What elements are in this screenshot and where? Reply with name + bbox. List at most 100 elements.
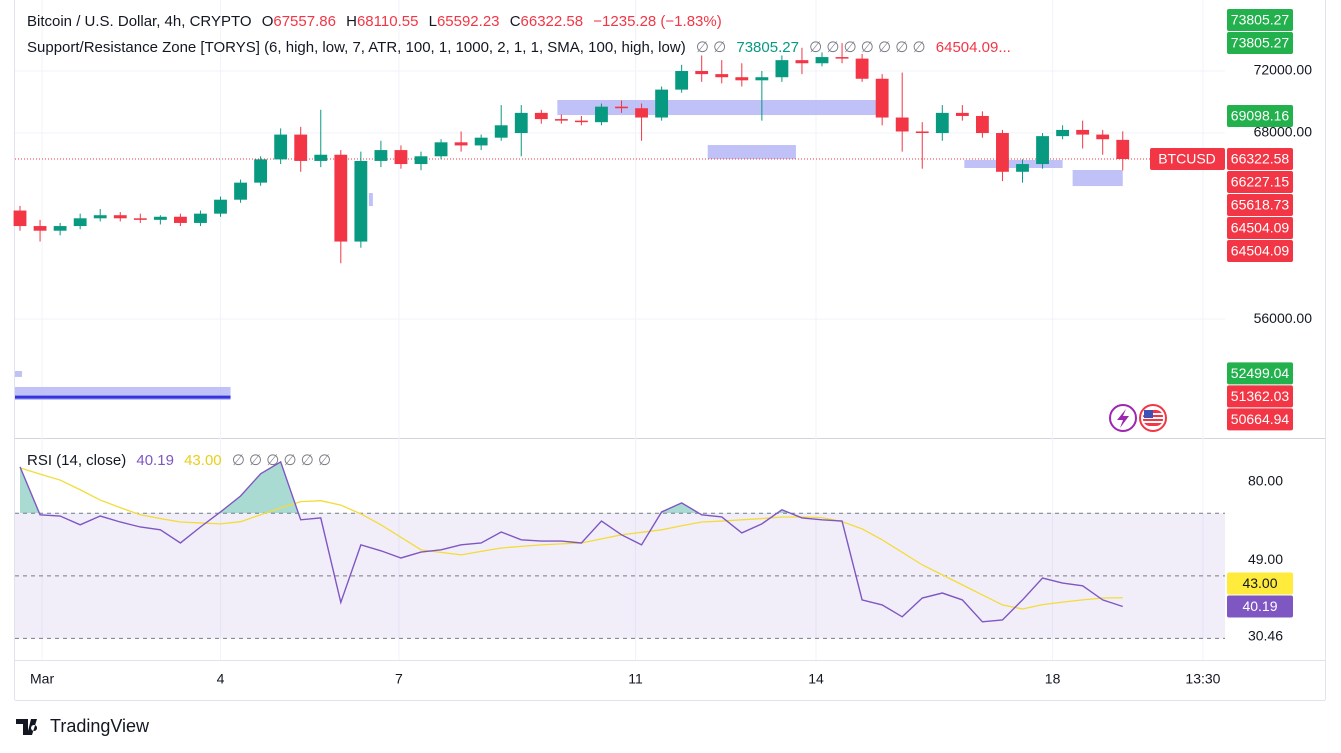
price-tag-label: 66322.58 [1231,151,1290,167]
price-tag [1227,171,1293,194]
symbol: Bitcoin / U.S. Dollar, 4h, CRYPTO [27,13,252,30]
price-tag [1227,217,1293,240]
symbol-tag [1150,148,1225,171]
candle-body [996,133,1009,172]
candle-body [474,137,488,146]
x-tick-label: 4 [217,671,225,687]
y-tick-label: 72000.00 [1254,62,1313,78]
candle-body [394,150,408,165]
candle-body [715,74,729,78]
price-tag-label: 64504.09 [1231,220,1290,236]
candle-body [93,215,107,219]
candle-body [133,218,147,220]
symbol-tag-label: BTCUSD [1158,151,1216,167]
candle-body [153,216,167,220]
candle-body [895,117,909,132]
rsi-ma-tag [1227,572,1293,595]
x-tick-label: 11 [628,671,643,687]
price-tag [1227,362,1293,385]
ohlc-value: 66322.58 [520,13,584,30]
candle-body [915,131,929,134]
icons [1109,404,1167,432]
rsi-tick-label: 30.46 [1248,628,1283,644]
candle-body [775,60,789,78]
candle-body [73,218,87,227]
candle-body [374,150,388,161]
candle-body [214,199,227,214]
rsi-tick-label: 49.00 [1248,551,1283,567]
ohlc-key: C [509,13,521,30]
candle-body [615,106,628,109]
price-tag [1227,194,1293,217]
candle-body [294,134,308,161]
footer-brand: TradingView [50,716,150,736]
candle-body [534,112,548,120]
candle-body [514,112,528,134]
candle-body [735,77,749,81]
candle-body [1056,129,1070,137]
price-tag-label: 64504.09 [1231,243,1290,259]
x-tick-label: 13:30 [1185,671,1220,687]
ohlc-value: 65592.23 [436,13,500,30]
rsi-tick-label: 80.00 [1248,473,1283,489]
x-tick-label: Mar [30,671,54,687]
indicator-value: 73805.27 [736,39,799,56]
price-tag [1227,595,1293,618]
price-tag [1227,148,1293,171]
candle-body [254,159,268,183]
candle-body [113,215,127,219]
candle-body [935,112,949,134]
candle-body [554,119,568,121]
candle-body [635,108,648,118]
x-tick-label: 18 [1045,671,1061,687]
candle-body [835,57,849,59]
lightning-glyph [1117,409,1129,428]
price-tag-label: 66227.15 [1231,174,1290,190]
price-tag-label: 69098.16 [1231,108,1290,124]
y-tick-label: 68000.00 [1254,124,1313,140]
candle-body [815,57,829,64]
candle-body [1016,164,1029,172]
candle-body [755,77,769,81]
candle-body [855,58,869,79]
candle-body [675,71,689,90]
rsi-ma-value: 43.00 [184,452,222,469]
ohlc-value: 68110.55 [356,13,419,30]
rsi-ma-tag-label: 43.00 [1242,575,1277,591]
candle-body [875,78,889,118]
sr-zone [368,193,373,207]
change: −1235.28 (−1.83%) [593,13,722,30]
candle-body [173,216,187,223]
price-tag [1227,385,1293,408]
candle-body [955,112,969,116]
symbol-legend: Bitcoin / U.S. Dollar, 4h, CRYPTO O67557… [27,12,728,32]
indicator-legend: Support/Resistance Zone [TORYS] (6, high… [27,38,1017,58]
price-tag-label: 51362.03 [1231,388,1290,404]
candle-body [414,156,428,165]
candle-body [1076,129,1090,135]
candle-body [274,134,288,160]
candle-body [795,60,809,64]
rsi-band-fill [15,513,1225,639]
sr-zone [1072,170,1123,187]
candle-body [494,125,508,138]
rsi-line [19,460,1123,623]
rsi-title: RSI (14, close) [27,452,127,469]
sr-zone [964,160,1063,168]
sr-zone [15,371,23,377]
candle-body [595,106,608,123]
ohlc-value: 67557.86 [273,13,336,30]
price-tag [1227,105,1293,128]
indicator-nulls: ∅ ∅ [695,39,727,56]
flag-glyph [1143,410,1163,426]
candle-body [434,142,448,157]
x-tick-label: 7 [395,671,403,687]
price-tag-label: 52499.04 [1231,365,1290,381]
rsi-value: 40.19 [136,452,174,469]
price-tag [1227,9,1293,32]
price-tag-label: 73805.27 [1231,12,1290,28]
price-tag-label: 65618.73 [1231,197,1290,213]
price-tag [1227,32,1293,55]
ohlc-key: H [346,13,357,30]
